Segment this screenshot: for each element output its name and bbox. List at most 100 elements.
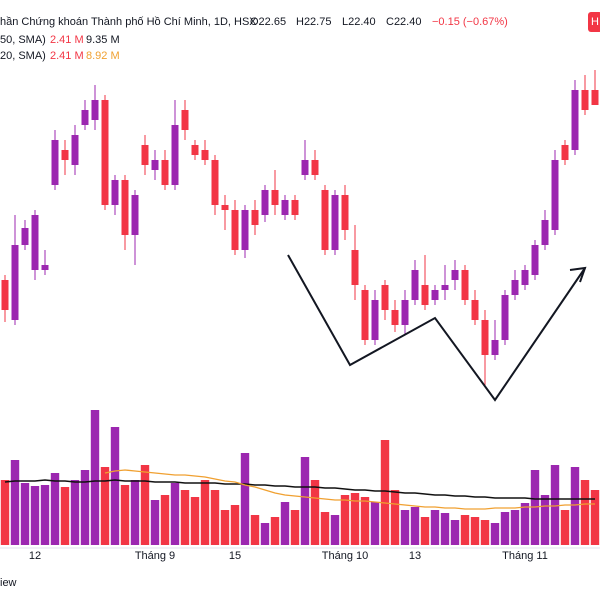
volume-bar	[420, 517, 430, 545]
x-tick-label: Tháng 10	[322, 550, 368, 562]
volume-bar	[150, 500, 160, 545]
candle-body	[131, 195, 139, 235]
candle-body	[371, 300, 379, 340]
volume-bar	[390, 490, 400, 545]
volume-bar	[560, 510, 570, 545]
footer-text: iew	[0, 577, 17, 589]
candle-body	[191, 145, 199, 155]
candles	[1, 70, 599, 385]
volume-bar	[310, 480, 320, 545]
volume-bar	[570, 467, 580, 545]
candle-body	[491, 340, 499, 355]
candle-body	[321, 190, 329, 250]
ohlc-high: H22.75	[296, 16, 331, 28]
corner-label[interactable]: H	[591, 16, 599, 28]
candle-body	[11, 245, 19, 320]
candle-body	[561, 145, 569, 160]
volume-bar	[550, 465, 560, 545]
candle-body	[591, 90, 599, 105]
candle-body	[41, 265, 49, 270]
indicator-value: 2.41 M	[50, 50, 84, 62]
candle-body	[71, 135, 79, 165]
candle-body	[81, 110, 89, 125]
volume-bar	[230, 505, 240, 545]
volume-bar	[290, 510, 300, 545]
candle-body	[311, 160, 319, 175]
candle-body	[291, 200, 299, 215]
indicator-ma: 9.35 M	[86, 34, 120, 46]
volume-bar	[400, 510, 410, 545]
volume-bar	[490, 523, 500, 545]
volume-bar	[30, 486, 40, 545]
ohlc-change: −0.15 (−0.67%)	[432, 16, 508, 28]
candle-body	[421, 285, 429, 305]
candle-body	[471, 300, 479, 320]
candle-body	[531, 245, 539, 275]
volume-bar	[520, 503, 530, 545]
candle-body	[91, 100, 99, 120]
candle-body	[521, 270, 529, 285]
volume-bar	[580, 480, 590, 545]
candle-body	[401, 300, 409, 325]
volume-bar	[510, 510, 520, 545]
pattern-drawing	[287, 254, 586, 402]
volume-bar	[380, 440, 390, 545]
candle-body	[161, 160, 169, 185]
candle-body	[571, 90, 579, 150]
volume-pane	[0, 410, 600, 545]
volume-bar	[210, 490, 220, 545]
x-tick-label: 12	[29, 550, 41, 562]
volume-bar	[360, 497, 370, 545]
volume-bar	[240, 453, 250, 545]
x-tick-label: 13	[409, 550, 421, 562]
corner-badge[interactable]	[588, 12, 600, 32]
candle-body	[241, 210, 249, 250]
candle-body	[121, 180, 129, 235]
candle-body	[101, 100, 109, 205]
candle-body	[181, 110, 189, 130]
candle-body	[141, 145, 149, 165]
volume-bar	[450, 520, 460, 545]
candle-body	[381, 285, 389, 310]
ohlc-open: O22.65	[250, 16, 286, 28]
legend: hần Chứng khoán Thành phố Hồ Chí Minh, 1…	[0, 16, 508, 62]
volume-bar	[300, 457, 310, 545]
candle-body	[281, 200, 289, 215]
candle-body	[461, 270, 469, 300]
candle-body	[481, 320, 489, 355]
volume-bar	[80, 470, 90, 545]
candle-body	[501, 295, 509, 340]
volume-bar	[440, 513, 450, 545]
indicator-value: 2.41 M	[50, 34, 84, 46]
volume-bar	[260, 523, 270, 545]
volume-bar	[170, 483, 180, 545]
volume-bar	[540, 495, 550, 545]
ma-line	[104, 469, 595, 510]
candle-body	[271, 190, 279, 205]
candle-body	[171, 125, 179, 185]
candle-body	[301, 160, 309, 175]
volume-bar	[410, 507, 420, 545]
candle-body	[431, 290, 439, 300]
indicator-ma: 8.92 M	[86, 50, 120, 62]
candle-body	[411, 270, 419, 300]
volume-bar	[340, 495, 350, 545]
candle-body	[211, 160, 219, 205]
volume-bar	[0, 480, 10, 545]
volume-bar	[430, 510, 440, 545]
volume-bar	[500, 512, 510, 545]
candle-body	[221, 205, 229, 210]
volume-ma	[4, 469, 595, 510]
volume-bar	[590, 490, 600, 545]
volume-bar	[110, 427, 120, 545]
volume-bar	[370, 502, 380, 545]
candle-body	[31, 215, 39, 270]
volume-bar	[50, 473, 60, 545]
candle-body	[511, 280, 519, 295]
volume-bar	[120, 485, 130, 545]
volume-bar	[330, 515, 340, 545]
volume-bar	[270, 517, 280, 545]
indicator-name: 50, SMA)	[0, 34, 46, 46]
volume-bar	[460, 515, 470, 545]
